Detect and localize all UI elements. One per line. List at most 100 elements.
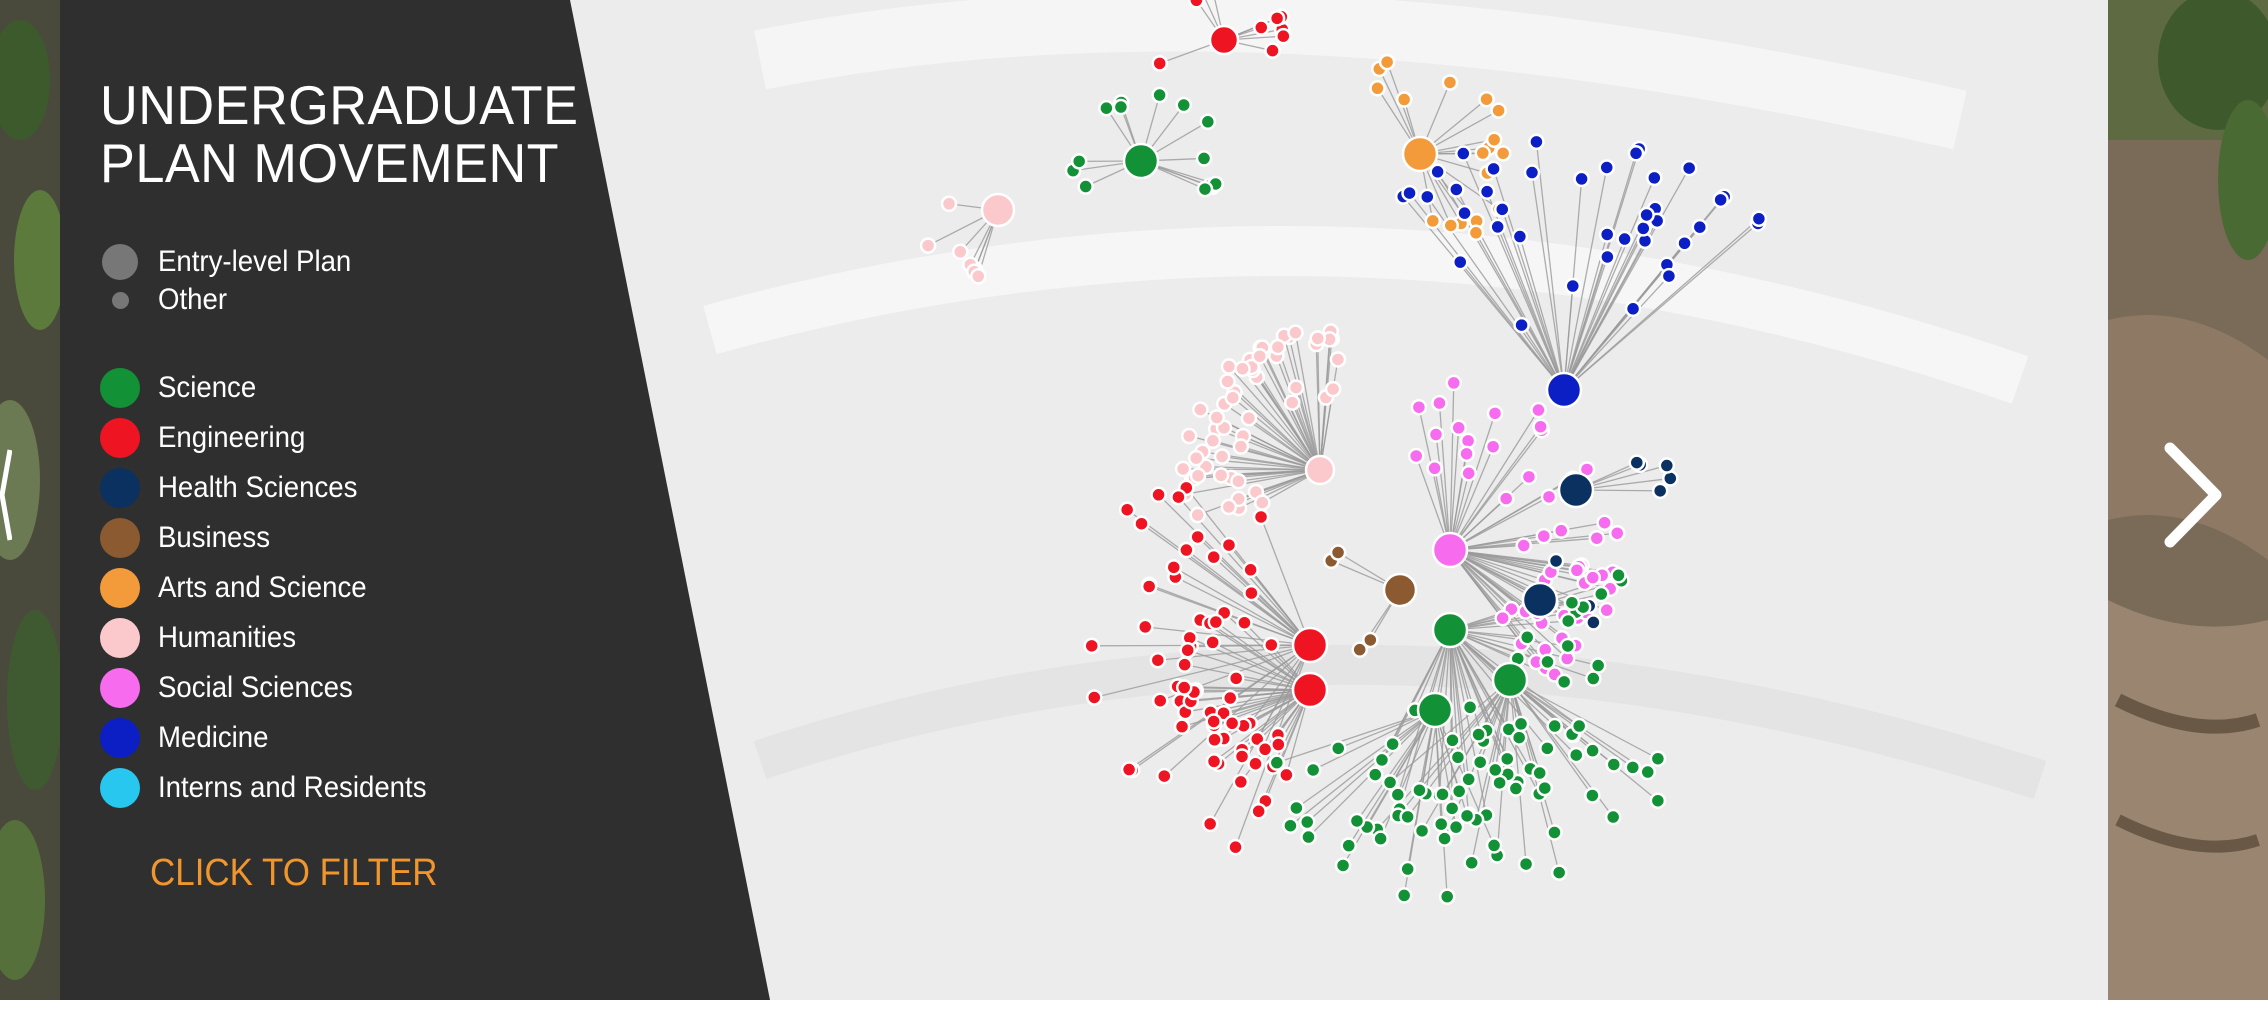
- network-node[interactable]: [1401, 184, 1418, 202]
- network-node[interactable]: [1478, 183, 1496, 200]
- network-node[interactable]: [1174, 460, 1192, 478]
- network-node[interactable]: [1413, 822, 1431, 840]
- network-node[interactable]: [1546, 717, 1563, 735]
- network-node[interactable]: [1487, 761, 1504, 779]
- network-node[interactable]: [1431, 611, 1469, 649]
- network-node[interactable]: [1507, 780, 1525, 797]
- network-node[interactable]: [970, 268, 987, 285]
- network-node[interactable]: [1070, 153, 1088, 170]
- network-node[interactable]: [1243, 584, 1260, 602]
- network-node[interactable]: [1156, 767, 1173, 785]
- network-node[interactable]: [1283, 394, 1301, 411]
- network-node[interactable]: [1550, 864, 1568, 881]
- network-node[interactable]: [1598, 226, 1616, 243]
- network-node[interactable]: [1300, 828, 1317, 846]
- network-node[interactable]: [1362, 631, 1379, 649]
- network-node[interactable]: [1450, 419, 1467, 437]
- network-node[interactable]: [1384, 735, 1401, 753]
- network-node[interactable]: [1189, 506, 1206, 524]
- network-node[interactable]: [1189, 528, 1206, 546]
- network-node[interactable]: [1646, 169, 1663, 187]
- network-node[interactable]: [1236, 614, 1253, 631]
- legend-item-interns-and-residents[interactable]: Interns and Residents: [100, 768, 450, 808]
- legend-item-engineering[interactable]: Engineering: [100, 418, 318, 458]
- network-node[interactable]: [1461, 699, 1479, 716]
- network-node[interactable]: [1443, 800, 1461, 817]
- network-node[interactable]: [1189, 467, 1207, 484]
- network-node[interactable]: [1448, 181, 1465, 198]
- network-node[interactable]: [1486, 405, 1504, 422]
- network-node[interactable]: [1086, 689, 1103, 706]
- network-node[interactable]: [1436, 830, 1453, 847]
- network-node[interactable]: [1547, 552, 1565, 570]
- network-node[interactable]: [1513, 316, 1530, 334]
- network-node[interactable]: [1585, 614, 1602, 631]
- network-node[interactable]: [1205, 548, 1222, 566]
- network-node[interactable]: [1240, 409, 1258, 427]
- network-node[interactable]: [1458, 445, 1475, 463]
- network-node[interactable]: [1170, 488, 1187, 506]
- network-node[interactable]: [1270, 736, 1287, 753]
- network-node[interactable]: [1201, 815, 1219, 833]
- network-node[interactable]: [1451, 253, 1469, 271]
- network-node[interactable]: [1649, 750, 1667, 767]
- network-node[interactable]: [1399, 860, 1416, 878]
- network-node[interactable]: [1559, 612, 1577, 630]
- network-node[interactable]: [1329, 544, 1347, 561]
- network-node[interactable]: [1369, 80, 1386, 97]
- network-node[interactable]: [1234, 360, 1251, 378]
- network-node[interactable]: [1149, 651, 1167, 669]
- network-node[interactable]: [1208, 24, 1240, 56]
- network-node[interactable]: [1568, 562, 1586, 579]
- network-node[interactable]: [1494, 609, 1511, 627]
- network-node[interactable]: [1254, 494, 1271, 511]
- network-node[interactable]: [1378, 53, 1396, 71]
- network-node[interactable]: [1559, 637, 1577, 655]
- network-node[interactable]: [1567, 746, 1585, 764]
- network-node[interactable]: [1546, 824, 1563, 841]
- network-node[interactable]: [1624, 300, 1642, 318]
- network-node[interactable]: [1112, 98, 1130, 116]
- network-node[interactable]: [1382, 572, 1418, 608]
- network-node[interactable]: [1291, 626, 1329, 664]
- network-node[interactable]: [1221, 689, 1239, 707]
- network-node[interactable]: [1535, 527, 1553, 545]
- network-node[interactable]: [1598, 159, 1616, 176]
- network-node[interactable]: [1187, 449, 1205, 467]
- network-node[interactable]: [1563, 594, 1581, 611]
- network-node[interactable]: [1628, 454, 1646, 471]
- network-node[interactable]: [1264, 42, 1281, 59]
- network-node[interactable]: [1510, 729, 1528, 746]
- chevron-left-icon[interactable]: [0, 440, 12, 550]
- network-node[interactable]: [1539, 740, 1556, 757]
- network-node[interactable]: [1151, 86, 1168, 104]
- network-node[interactable]: [1251, 347, 1268, 365]
- network-node[interactable]: [1192, 401, 1209, 418]
- network-node[interactable]: [1083, 637, 1100, 655]
- network-node[interactable]: [919, 237, 937, 254]
- network-node[interactable]: [1491, 661, 1529, 699]
- network-node[interactable]: [1494, 145, 1512, 162]
- legend-item-science[interactable]: Science: [100, 368, 265, 408]
- network-node[interactable]: [1351, 641, 1368, 658]
- network-node[interactable]: [1304, 454, 1336, 486]
- network-node[interactable]: [1330, 740, 1347, 757]
- network-node[interactable]: [1204, 634, 1221, 651]
- network-node[interactable]: [1517, 855, 1535, 873]
- network-node[interactable]: [1205, 713, 1222, 730]
- network-node[interactable]: [1263, 636, 1280, 654]
- network-node[interactable]: [1604, 808, 1622, 826]
- network-node[interactable]: [1596, 514, 1613, 531]
- network-node[interactable]: [1528, 133, 1545, 151]
- network-node[interactable]: [1204, 432, 1222, 450]
- network-node[interactable]: [1424, 212, 1442, 230]
- network-node[interactable]: [1232, 773, 1250, 791]
- network-node[interactable]: [1426, 460, 1443, 477]
- legend-item-health-sciences[interactable]: Health Sciences: [100, 468, 375, 508]
- network-node[interactable]: [1175, 96, 1192, 114]
- network-node[interactable]: [1515, 537, 1532, 554]
- network-node[interactable]: [1212, 467, 1230, 484]
- network-node[interactable]: [1512, 715, 1530, 733]
- network-node[interactable]: [1220, 358, 1238, 375]
- network-node[interactable]: [1151, 692, 1169, 709]
